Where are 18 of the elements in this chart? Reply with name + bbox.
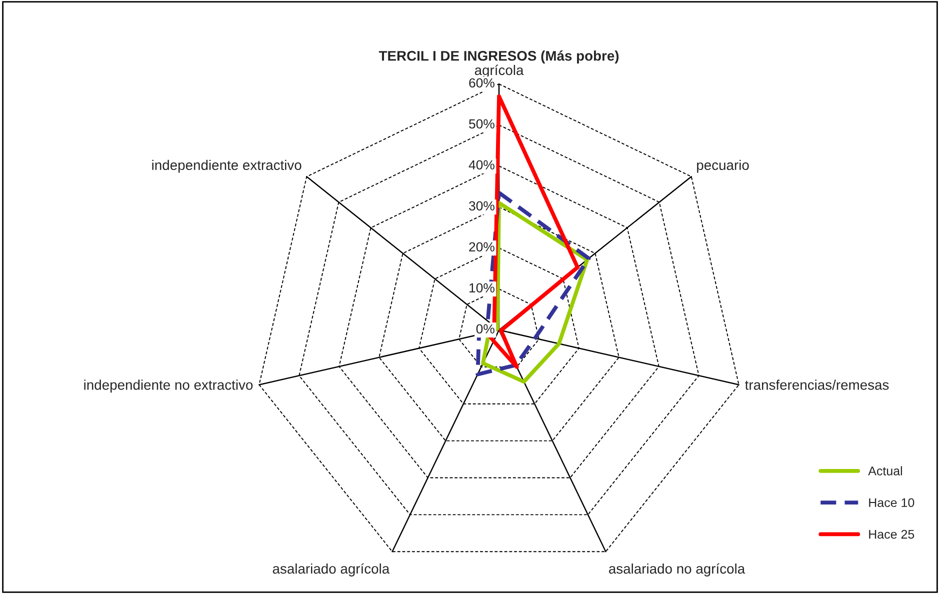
- y-tick-label: 20%: [469, 242, 494, 252]
- spoke-label: agrícola: [474, 64, 524, 78]
- y-tick-label: 0%: [476, 324, 494, 334]
- y-tick-label: 50%: [469, 119, 494, 129]
- legend-label: Hace 25: [869, 530, 914, 539]
- y-tick-label: 40%: [468, 160, 494, 170]
- y-tick-label: 30%: [468, 201, 494, 211]
- spoke-label: independiente no extractivo: [84, 380, 253, 393]
- spoke-label: asalariado agrícola: [272, 563, 390, 576]
- spoke-label: asalariado no agrícola: [608, 563, 746, 576]
- spoke-label: pecuario: [697, 160, 749, 173]
- y-tick-label: 60%: [469, 78, 494, 88]
- legend-label: Hace 10: [869, 498, 914, 508]
- legend-label: Actual: [868, 466, 902, 476]
- chart-title: TERCIL I DE INGRESOS (Más pobre): [378, 50, 619, 64]
- spoke-label: transferencias/remesas: [745, 380, 889, 390]
- spoke-label: independiente extractivo: [152, 160, 302, 173]
- y-tick-label: 10%: [470, 283, 494, 293]
